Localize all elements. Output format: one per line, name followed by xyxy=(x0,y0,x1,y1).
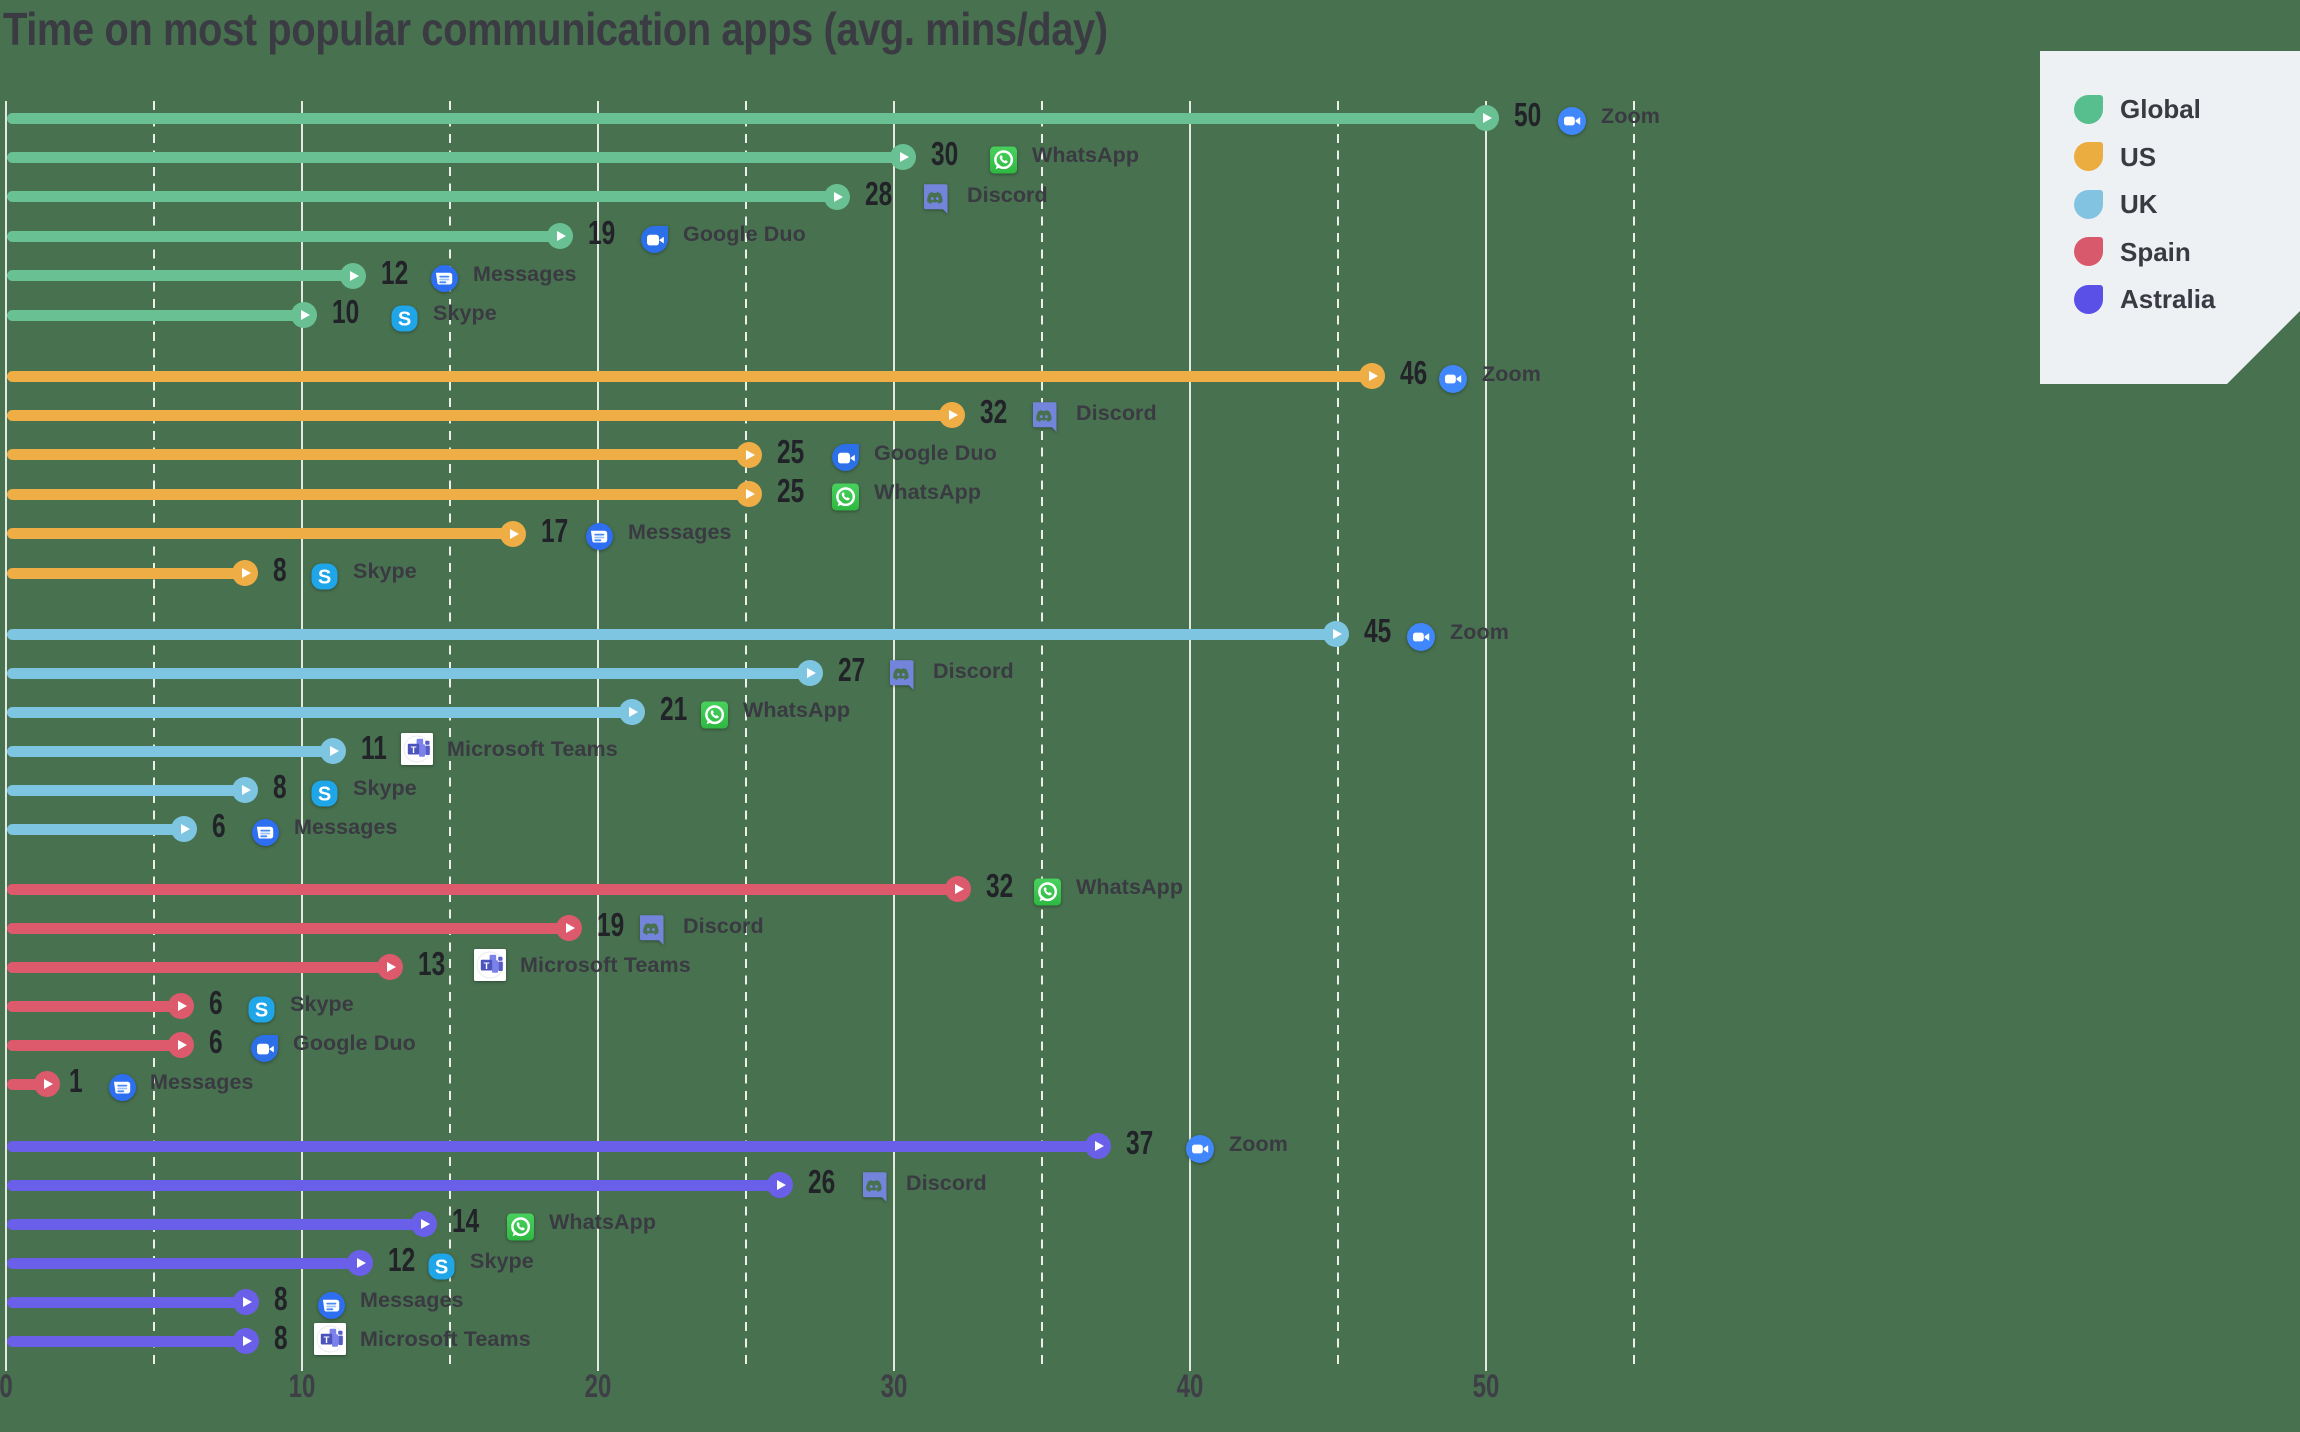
svg-text:S: S xyxy=(434,1256,447,1278)
svg-text:S: S xyxy=(397,308,410,330)
svg-text:T: T xyxy=(324,1335,330,1346)
svg-text:T: T xyxy=(484,961,490,972)
svg-text:S: S xyxy=(254,999,267,1021)
svg-text:S: S xyxy=(317,783,330,805)
svg-text:T: T xyxy=(411,745,417,756)
svg-text:S: S xyxy=(317,566,330,588)
